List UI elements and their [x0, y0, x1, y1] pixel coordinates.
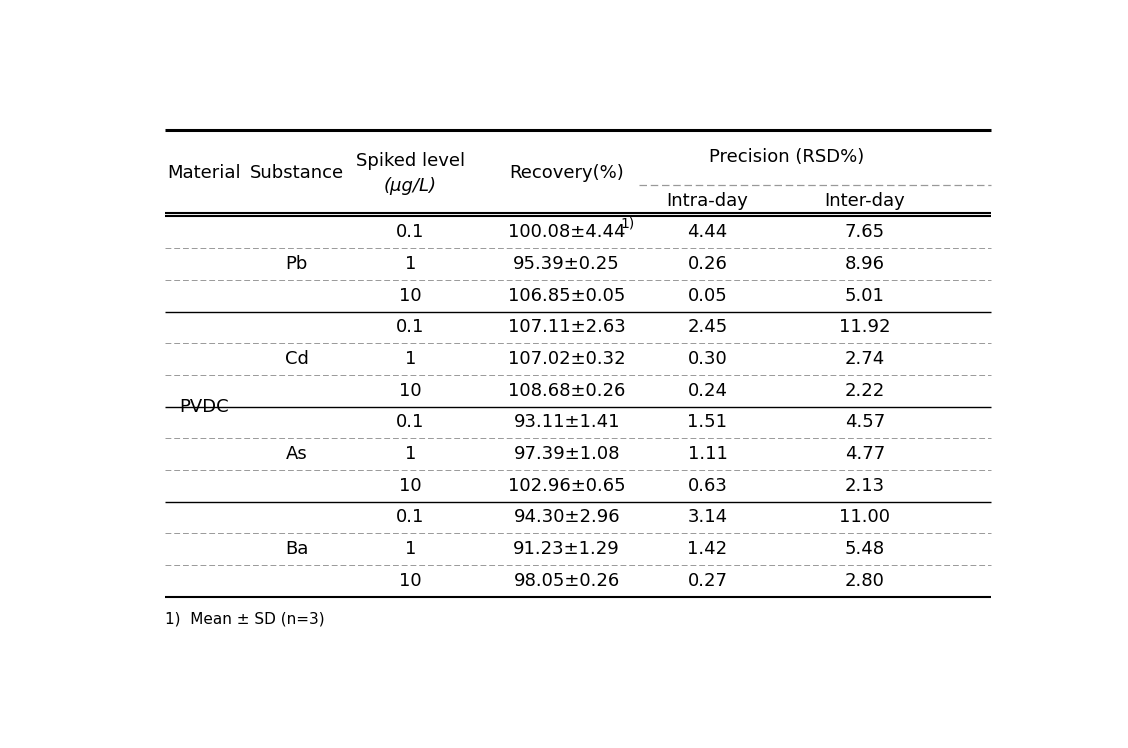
Text: 97.39±1.08: 97.39±1.08: [513, 445, 620, 463]
Text: 0.63: 0.63: [688, 476, 728, 494]
Text: 10: 10: [399, 571, 422, 589]
Text: 2.80: 2.80: [845, 571, 884, 589]
Text: Material: Material: [167, 165, 240, 183]
Text: Inter-day: Inter-day: [825, 191, 905, 209]
Text: 1: 1: [405, 540, 416, 558]
Text: Recovery(%): Recovery(%): [510, 165, 624, 183]
Text: 7.65: 7.65: [845, 224, 884, 242]
Text: 0.26: 0.26: [688, 255, 728, 273]
Text: As: As: [285, 445, 308, 463]
Text: 107.11±2.63: 107.11±2.63: [508, 319, 626, 337]
Text: 0.30: 0.30: [688, 350, 728, 368]
Text: 107.02±0.32: 107.02±0.32: [508, 350, 626, 368]
Text: 2.22: 2.22: [845, 381, 885, 399]
Text: 0.1: 0.1: [396, 509, 424, 527]
Text: 0.1: 0.1: [396, 414, 424, 432]
Text: 1: 1: [405, 445, 416, 463]
Text: 4.57: 4.57: [845, 414, 885, 432]
Text: 93.11±1.41: 93.11±1.41: [513, 414, 620, 432]
Text: 98.05±0.26: 98.05±0.26: [513, 571, 620, 589]
Text: Pb: Pb: [285, 255, 308, 273]
Text: 0.1: 0.1: [396, 224, 424, 242]
Text: 1: 1: [405, 350, 416, 368]
Text: 0.27: 0.27: [687, 571, 728, 589]
Text: 100.08±4.44: 100.08±4.44: [508, 224, 626, 242]
Text: 1: 1: [405, 255, 416, 273]
Text: 2.13: 2.13: [845, 476, 884, 494]
Text: 10: 10: [399, 476, 422, 494]
Text: 1): 1): [620, 216, 635, 230]
Text: 0.1: 0.1: [396, 319, 424, 337]
Text: 1.51: 1.51: [687, 414, 728, 432]
Text: 2.45: 2.45: [687, 319, 728, 337]
Text: 95.39±0.25: 95.39±0.25: [513, 255, 620, 273]
Text: 5.48: 5.48: [845, 540, 884, 558]
Text: 0.05: 0.05: [688, 286, 728, 304]
Text: 4.44: 4.44: [687, 224, 728, 242]
Text: Substance: Substance: [249, 165, 344, 183]
Text: 0.24: 0.24: [687, 381, 728, 399]
Text: 10: 10: [399, 286, 422, 304]
Text: 3.14: 3.14: [687, 509, 728, 527]
Text: Cd: Cd: [284, 350, 309, 368]
Text: 108.68±0.26: 108.68±0.26: [508, 381, 625, 399]
Text: 11.92: 11.92: [839, 319, 891, 337]
Text: (μg/L): (μg/L): [384, 177, 437, 195]
Text: 94.30±2.96: 94.30±2.96: [513, 509, 620, 527]
Text: Precision (RSD%): Precision (RSD%): [708, 148, 864, 167]
Text: 106.85±0.05: 106.85±0.05: [508, 286, 625, 304]
Text: 91.23±1.29: 91.23±1.29: [513, 540, 620, 558]
Text: PVDC: PVDC: [179, 397, 229, 416]
Text: 5.01: 5.01: [845, 286, 884, 304]
Text: Intra-day: Intra-day: [667, 191, 748, 209]
Text: 11.00: 11.00: [839, 509, 890, 527]
Text: 4.77: 4.77: [845, 445, 885, 463]
Text: Ba: Ba: [285, 540, 308, 558]
Text: 8.96: 8.96: [845, 255, 884, 273]
Text: 10: 10: [399, 381, 422, 399]
Text: 1.42: 1.42: [687, 540, 728, 558]
Text: 2.74: 2.74: [845, 350, 885, 368]
Text: Spiked level: Spiked level: [355, 152, 465, 170]
Text: 1)  Mean ± SD (n=3): 1) Mean ± SD (n=3): [166, 611, 325, 626]
Text: 102.96±0.65: 102.96±0.65: [508, 476, 626, 494]
Text: 1.11: 1.11: [688, 445, 728, 463]
